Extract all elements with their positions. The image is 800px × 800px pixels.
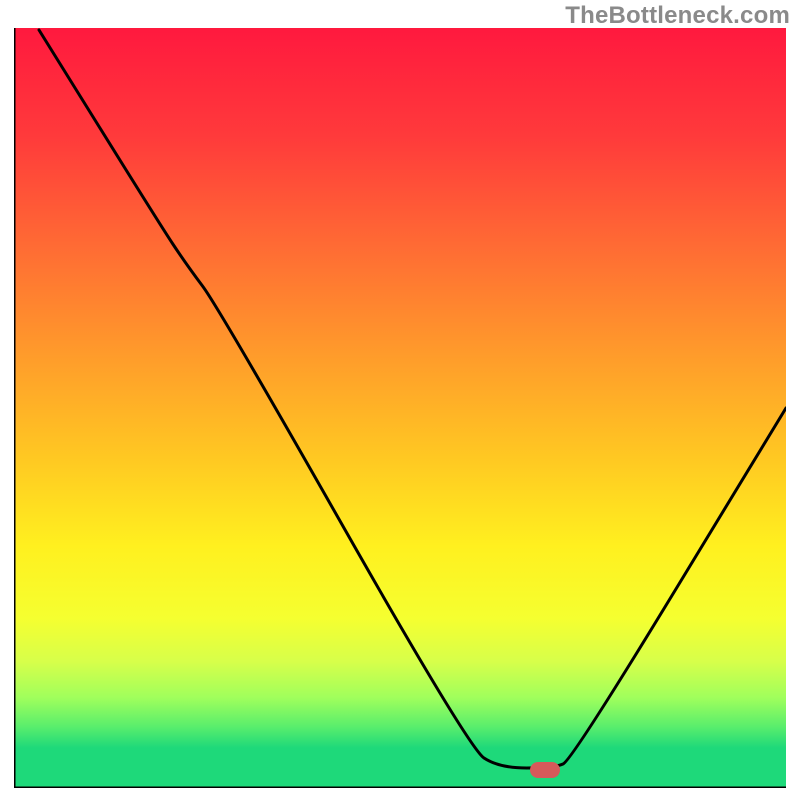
optimum-marker bbox=[530, 762, 560, 778]
background-gradient bbox=[14, 28, 786, 748]
watermark-text: TheBottleneck.com bbox=[565, 2, 790, 30]
bottleneck-curve-chart bbox=[14, 28, 786, 788]
chart-frame: TheBottleneck.com bbox=[0, 0, 800, 800]
